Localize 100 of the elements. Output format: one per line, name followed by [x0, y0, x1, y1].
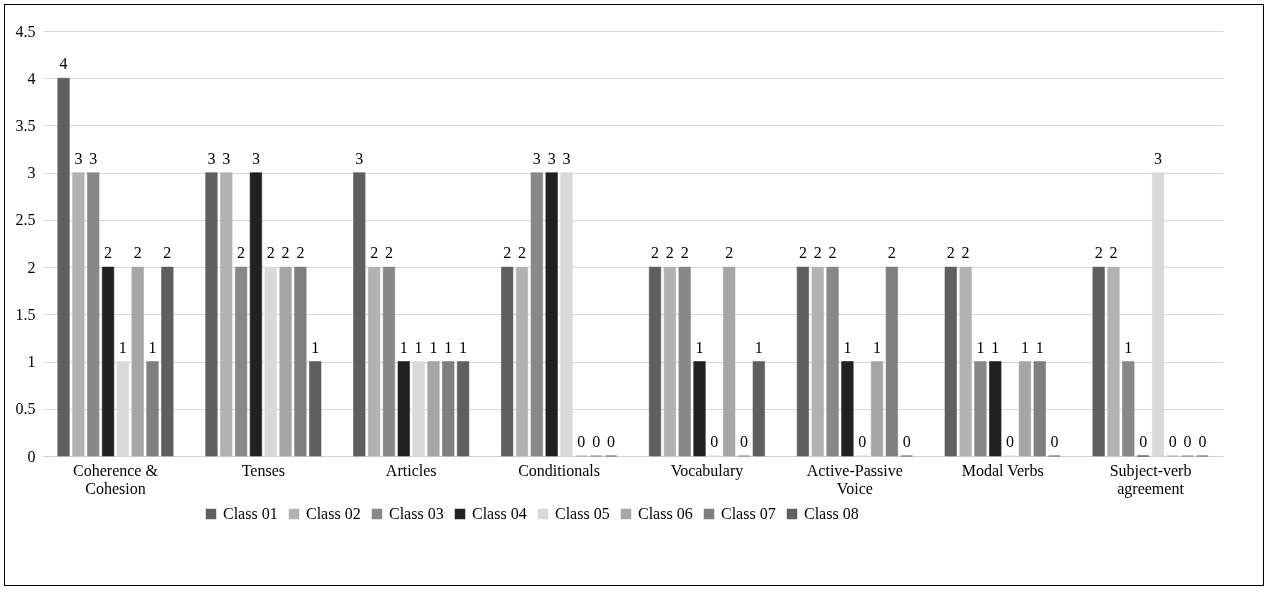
data-label: 1 — [843, 338, 852, 356]
x-tick-label: Vocabulary — [670, 461, 744, 480]
bar — [220, 172, 233, 457]
data-label: 1 — [399, 338, 408, 356]
y-tick-label: 1.5 — [15, 305, 36, 323]
data-label: 3 — [222, 149, 231, 167]
bar — [1092, 266, 1105, 457]
data-label: 2 — [266, 244, 275, 262]
data-label: 0 — [1006, 433, 1015, 450]
data-label: 2 — [665, 244, 674, 262]
data-label: 1 — [1035, 338, 1044, 356]
bar — [279, 266, 292, 457]
data-label: 2 — [887, 244, 896, 262]
data-label: 1 — [148, 338, 157, 356]
x-tick-label: Active-Passive Voice — [806, 461, 903, 497]
data-label: 2 — [680, 244, 689, 262]
data-label: 2 — [961, 244, 970, 262]
y-tick-label: 2 — [27, 258, 36, 276]
data-label: 2 — [296, 244, 305, 262]
data-label: 1 — [429, 338, 438, 356]
bar — [545, 172, 558, 457]
y-tick-label: 2.5 — [15, 211, 36, 229]
bar — [249, 172, 262, 457]
bar — [885, 266, 898, 457]
bar — [693, 361, 706, 457]
data-label: 1 — [444, 338, 453, 356]
data-label: 1 — [118, 338, 127, 356]
legend-label: Class 03 — [389, 505, 444, 522]
bar — [1018, 361, 1031, 457]
data-label: 0 — [577, 433, 586, 450]
bar — [989, 361, 1002, 457]
bar — [131, 266, 144, 457]
data-label: 2 — [384, 244, 393, 262]
data-label: 1 — [311, 338, 320, 356]
bar — [382, 266, 396, 457]
legend-label: Class 07 — [721, 505, 776, 522]
bar — [235, 266, 248, 457]
data-label: 3 — [547, 149, 556, 167]
data-label: 1 — [414, 338, 423, 356]
bar — [427, 361, 440, 457]
data-label: 2 — [725, 244, 734, 262]
x-tick-label: Subject-verb agreement — [1109, 461, 1192, 498]
data-label: 2 — [237, 244, 246, 262]
bar — [1033, 361, 1046, 457]
bar — [870, 361, 884, 457]
data-label: 3 — [532, 149, 541, 167]
data-label: 3 — [207, 149, 216, 167]
bar — [811, 266, 824, 457]
bar — [397, 361, 410, 457]
legend-label: Class 04 — [472, 505, 527, 522]
data-label: 2 — [798, 244, 807, 262]
bar — [1107, 266, 1120, 457]
bar — [205, 172, 218, 457]
y-tick-label: 3 — [27, 164, 36, 182]
data-label: 2 — [1109, 244, 1118, 262]
data-label: 3 — [251, 149, 260, 167]
bar — [294, 266, 307, 457]
bar — [663, 266, 676, 457]
bar — [678, 266, 691, 457]
data-label: 0 — [710, 433, 719, 450]
data-label: 3 — [562, 149, 571, 167]
data-label: 1 — [695, 338, 704, 356]
data-label: 1 — [976, 338, 985, 356]
x-tick-label: Coherence & Cohesion — [73, 461, 159, 497]
data-label: 2 — [1094, 244, 1103, 262]
data-label: 0 — [1139, 433, 1148, 450]
bar — [309, 361, 322, 457]
data-label: 0 — [902, 433, 911, 450]
legend-label: Class 08 — [804, 505, 859, 522]
legend-label: Class 06 — [638, 505, 693, 522]
bar — [944, 266, 957, 457]
data-label: 0 — [858, 433, 867, 450]
legend-label: Class 01 — [223, 505, 278, 522]
data-label: 1 — [991, 338, 1000, 356]
bar — [648, 266, 662, 457]
x-tick-label: Tenses — [241, 461, 285, 479]
bar — [959, 266, 972, 457]
data-label: 2 — [163, 244, 172, 262]
data-label: 3 — [1153, 149, 1162, 167]
data-label: 1 — [459, 338, 468, 356]
data-label: 2 — [503, 244, 512, 262]
data-label: 2 — [518, 244, 526, 262]
data-label: 3 — [355, 149, 364, 167]
data-label: 1 — [1124, 338, 1133, 356]
x-tick-label: Articles — [385, 461, 437, 479]
bar — [841, 361, 854, 457]
bar — [101, 266, 115, 457]
data-label: 2 — [828, 244, 837, 262]
data-label: 0 — [592, 433, 601, 450]
data-label: 0 — [740, 433, 748, 450]
data-label: 0 — [1183, 433, 1192, 450]
bar — [515, 266, 529, 457]
bar — [974, 361, 987, 457]
y-tick-label: 4.5 — [15, 22, 36, 40]
x-tick-label: Modal Verbs — [961, 461, 1044, 479]
bar — [723, 266, 736, 457]
data-label: 1 — [1020, 338, 1029, 356]
y-tick-label: 0.5 — [15, 400, 36, 418]
y-tick-label: 1 — [27, 353, 36, 371]
data-label: 2 — [370, 244, 379, 262]
